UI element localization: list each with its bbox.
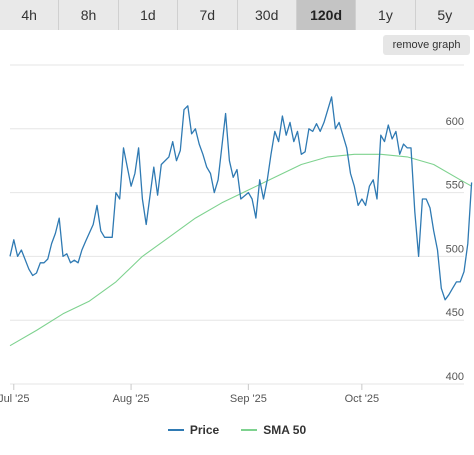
tab-5y[interactable]: 5y <box>415 0 474 30</box>
y-tick-label: 400 <box>446 371 464 383</box>
timeframe-tabs: 4h 8h 1d 7d 30d 120d 1y 5y <box>0 0 474 30</box>
grid-lines <box>10 64 464 385</box>
y-tick-label: 550 <box>446 180 464 192</box>
price-line <box>9 96 473 301</box>
tab-1d[interactable]: 1d <box>118 0 179 30</box>
sma-50-line <box>9 153 472 347</box>
legend-swatch <box>241 429 258 431</box>
x-tick-label: Aug '25 <box>113 393 150 405</box>
x-tick-label: Jul '25 <box>0 393 30 405</box>
tab-30d[interactable]: 30d <box>237 0 297 30</box>
x-tick-label: Oct '25 <box>345 393 380 405</box>
y-tick-label: 450 <box>446 307 464 319</box>
tab-4h[interactable]: 4h <box>0 0 60 30</box>
series-lines <box>9 96 473 347</box>
y-tick-label: 600 <box>446 116 464 128</box>
legend: Price SMA 50 <box>0 420 474 440</box>
legend-item-sma-50[interactable]: SMA 50 <box>241 423 306 437</box>
tab-7d[interactable]: 7d <box>178 0 238 30</box>
legend-label: Price <box>189 423 220 437</box>
legend-label: SMA 50 <box>263 423 307 437</box>
remove-graph-button[interactable]: remove graph <box>383 35 470 55</box>
tab-8h[interactable]: 8h <box>59 0 119 30</box>
x-tick-label: Sep '25 <box>230 393 267 405</box>
axis-ticks: 400 450 500 550 600 Jul '25 Aug '25 Sep '25 Oct … <box>0 116 464 405</box>
y-tick-label: 500 <box>446 243 464 255</box>
legend-swatch <box>167 429 184 431</box>
tab-120d[interactable]: 120d <box>296 0 357 30</box>
tab-1y[interactable]: 1y <box>356 0 416 30</box>
legend-item-price[interactable]: Price <box>167 423 220 437</box>
